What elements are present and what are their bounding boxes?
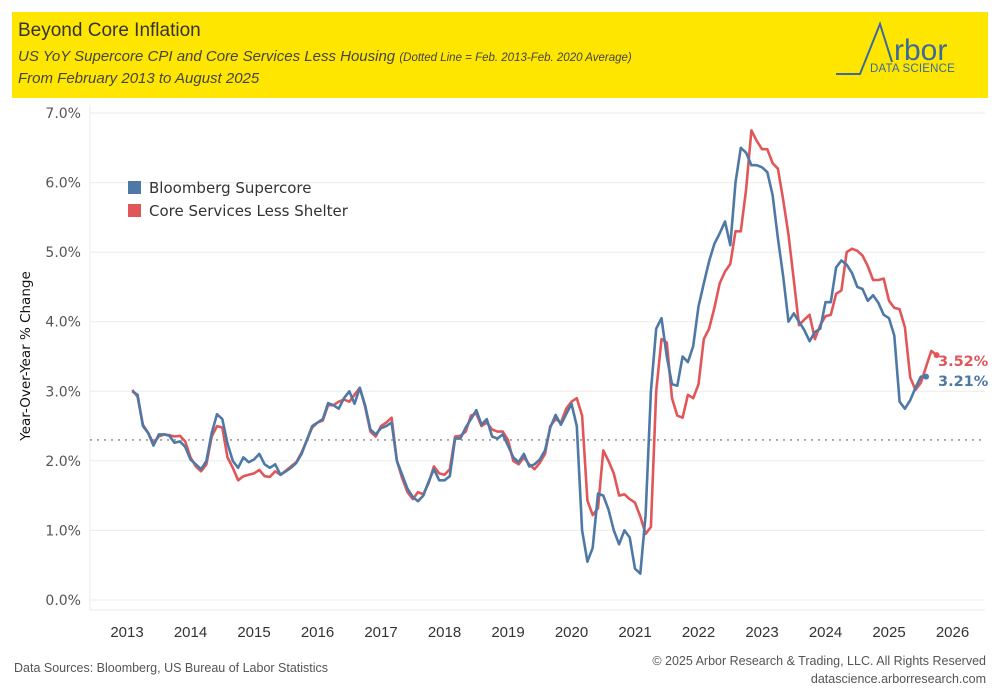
logo-word: rbor [894,34,947,67]
x-tick-label: 2015 [237,624,270,641]
legend-label-core-services: Core Services Less Shelter [149,201,348,220]
header-banner: Beyond Core Inflation US YoY Supercore C… [12,12,988,98]
x-tick-label: 2013 [110,624,143,641]
end-labels: 3.21% 3.52% [938,354,989,390]
x-axis-ticks: 2013 2014 2015 2016 2017 2018 2019 2020 2021 2022… [110,624,969,641]
x-tick-label: 2016 [301,624,334,641]
x-tick-label: 2017 [364,624,397,641]
x-tick-label: 2020 [555,624,588,641]
copyright-text: © 2025 Arbor Research & Trading, LLC. Al… [652,654,986,668]
date-range-subtitle: From February 2013 to August 2025 [18,70,260,87]
legend-label-supercore: Bloomberg Supercore [149,178,312,197]
y-tick-label: 0.0% [45,593,81,609]
y-axis-title: Year-Over-Year % Change [18,271,34,442]
arbor-logo-mark-icon: rbor [836,21,947,75]
chart-subtitle: US YoY Supercore CPI and Core Services L… [18,48,632,65]
legend-swatch-supercore [128,181,141,194]
x-tick-label: 2014 [174,624,207,641]
logo-tagline: DATA SCIENCE [870,63,956,75]
subtitle-note: (Dotted Line = Feb. 2013-Feb. 2020 Avera… [399,52,632,64]
x-tick-label: 2024 [809,624,842,641]
y-tick-label: 6.0% [45,176,81,192]
legend: Bloomberg Supercore Core Services Less S… [128,176,348,222]
y-axis-ticks: 0.0% 1.0% 2.0% 3.0% 4.0% 5.0% 6.0% 7.0% [45,106,81,609]
end-label-core-services: 3.52% [938,354,989,370]
chart-title: Beyond Core Inflation [18,20,201,41]
series-line-core-services-less-shelter [131,129,938,536]
footer-credits: © 2025 Arbor Research & Trading, LLC. Al… [652,652,986,688]
x-tick-label: 2026 [936,624,969,641]
series-line-bloomberg-supercore [131,146,926,575]
y-tick-label: 3.0% [45,384,81,400]
website-link[interactable]: datascience.arborresearch.com [810,672,986,686]
y-tick-label: 4.0% [45,315,81,331]
arbor-logo: rbor DATA SCIENCE [832,18,972,88]
legend-swatch-core-services [128,204,141,217]
legend-item-supercore[interactable]: Bloomberg Supercore [128,176,348,199]
series-end-point [923,373,930,380]
x-tick-label: 2021 [618,624,651,641]
x-tick-label: 2018 [428,624,461,641]
data-sources: Data Sources: Bloomberg, US Bureau of La… [14,661,329,675]
gridlines [89,105,985,611]
series-lines [131,129,940,575]
y-tick-label: 1.0% [45,523,81,539]
y-tick-label: 2.0% [45,454,81,470]
x-tick-label: 2025 [872,624,905,641]
x-tick-label: 2023 [745,624,778,641]
legend-item-core-services[interactable]: Core Services Less Shelter [128,199,348,222]
x-tick-label: 2019 [491,624,524,641]
end-label-supercore: 3.21% [938,374,989,390]
y-tick-label: 5.0% [45,245,81,261]
x-tick-label: 2022 [682,624,715,641]
series-end-point [933,352,940,359]
subtitle-main: US YoY Supercore CPI and Core Services L… [18,48,396,65]
y-tick-label: 7.0% [45,106,81,122]
